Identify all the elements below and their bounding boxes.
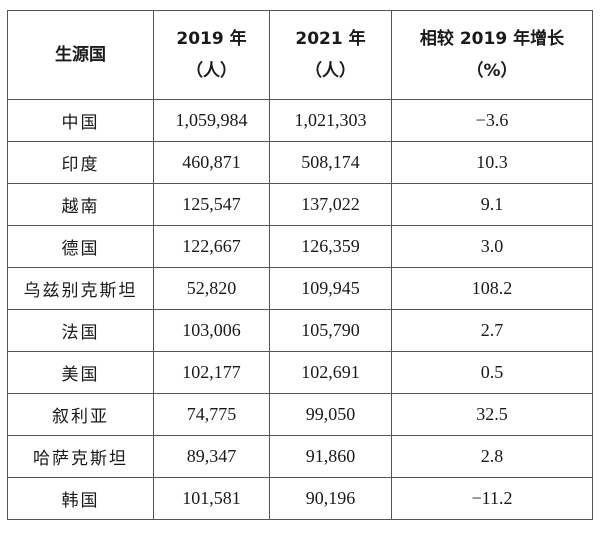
students-2019-cell: 460,871 [153, 141, 270, 184]
header-2019-label: 2019 年 [176, 29, 247, 49]
header-growth-label: 相较 2019 年增长 [419, 29, 565, 49]
students-2019-cell: 102,177 [153, 351, 270, 394]
country-cell: 越南 [7, 183, 154, 226]
table-row: 印度 460,871 508,174 10.3 [7, 141, 593, 184]
table-row: 韩国 101,581 90,196 −11.2 [7, 477, 593, 520]
growth-cell: 0.5 [391, 351, 593, 394]
table-row: 美国 102,177 102,691 0.5 [7, 351, 593, 394]
growth-cell: 3.0 [391, 225, 593, 268]
students-2019-cell: 1,059,984 [153, 99, 270, 142]
header-2021: 2021 年 （人） [269, 10, 392, 100]
students-2019-cell: 74,775 [153, 393, 270, 436]
header-country: 生源国 [7, 10, 154, 100]
students-2021-cell: 126,359 [269, 225, 392, 268]
country-cell: 哈萨克斯坦 [7, 435, 154, 478]
students-2019-cell: 103,006 [153, 309, 270, 352]
students-2019-cell: 122,667 [153, 225, 270, 268]
students-2019-cell: 101,581 [153, 477, 270, 520]
growth-cell: −11.2 [391, 477, 593, 520]
students-2021-cell: 137,022 [269, 183, 392, 226]
growth-cell: 2.7 [391, 309, 593, 352]
students-2019-cell: 52,820 [153, 267, 270, 310]
growth-cell: 10.3 [391, 141, 593, 184]
header-country-label: 生源国 [55, 45, 106, 65]
students-2019-cell: 125,547 [153, 183, 270, 226]
country-cell: 中国 [7, 99, 154, 142]
students-2021-cell: 109,945 [269, 267, 392, 310]
table-row: 德国 122,667 126,359 3.0 [7, 225, 593, 268]
students-2021-cell: 105,790 [269, 309, 392, 352]
growth-cell: 2.8 [391, 435, 593, 478]
header-growth-unit: （%） [466, 61, 518, 81]
growth-cell: 108.2 [391, 267, 593, 310]
students-2021-cell: 99,050 [269, 393, 392, 436]
students-2021-cell: 91,860 [269, 435, 392, 478]
header-2021-label: 2021 年 [295, 29, 366, 49]
country-cell: 德国 [7, 225, 154, 268]
country-cell: 印度 [7, 141, 154, 184]
country-cell: 韩国 [7, 477, 154, 520]
header-2019-unit: （人） [186, 61, 237, 81]
students-2019-cell: 89,347 [153, 435, 270, 478]
table-row: 中国 1,059,984 1,021,303 −3.6 [7, 99, 593, 142]
growth-cell: 9.1 [391, 183, 593, 226]
student-origin-table: 生源国 2019 年 （人） 2021 年 （人） 相较 2019 年增长 （%… [7, 10, 593, 520]
table-row: 越南 125,547 137,022 9.1 [7, 183, 593, 226]
header-2019: 2019 年 （人） [153, 10, 270, 100]
country-cell: 美国 [7, 351, 154, 394]
header-row: 生源国 2019 年 （人） 2021 年 （人） 相较 2019 年增长 （%… [7, 10, 593, 100]
table-row: 乌兹别克斯坦 52,820 109,945 108.2 [7, 267, 593, 310]
students-2021-cell: 508,174 [269, 141, 392, 184]
table-row: 法国 103,006 105,790 2.7 [7, 309, 593, 352]
country-cell: 乌兹别克斯坦 [7, 267, 154, 310]
table-row: 哈萨克斯坦 89,347 91,860 2.8 [7, 435, 593, 478]
country-cell: 法国 [7, 309, 154, 352]
header-growth: 相较 2019 年增长 （%） [391, 10, 593, 100]
students-2021-cell: 90,196 [269, 477, 392, 520]
students-2021-cell: 1,021,303 [269, 99, 392, 142]
header-2021-unit: （人） [305, 61, 356, 81]
table-row: 叙利亚 74,775 99,050 32.5 [7, 393, 593, 436]
growth-cell: −3.6 [391, 99, 593, 142]
students-2021-cell: 102,691 [269, 351, 392, 394]
growth-cell: 32.5 [391, 393, 593, 436]
country-cell: 叙利亚 [7, 393, 154, 436]
